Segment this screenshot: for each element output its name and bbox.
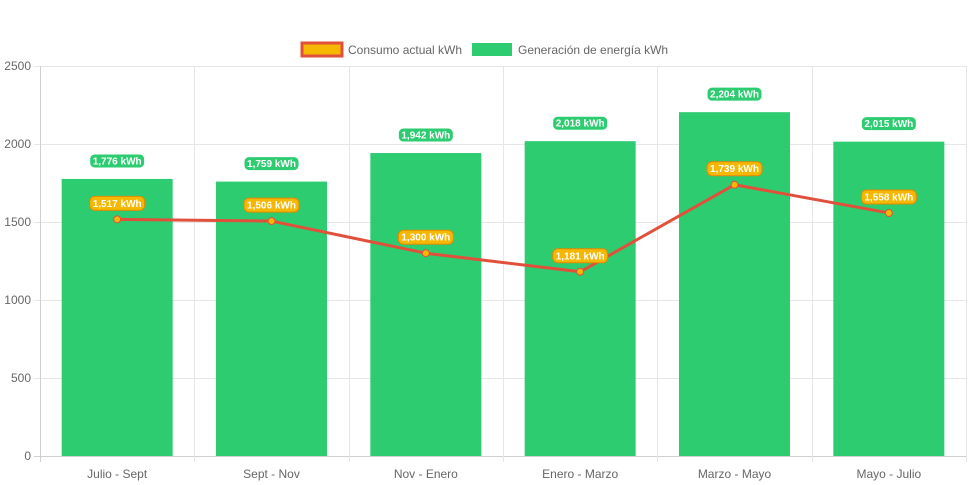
line-point <box>113 215 122 224</box>
y-tick-label: 2500 <box>4 59 31 73</box>
line-data-label: 1,300 kWh <box>401 233 450 244</box>
x-tick-label: Mayo - Julio <box>856 467 921 481</box>
legend-label-consumo[interactable]: Consumo actual kWh <box>348 43 462 57</box>
line-data-label-bg <box>89 195 146 211</box>
line-point <box>421 249 430 258</box>
x-tick-label: Nov - Enero <box>394 467 458 481</box>
bar <box>833 141 945 456</box>
bar-series <box>61 112 945 457</box>
bar <box>61 178 173 456</box>
bar-data-label-bg <box>397 127 454 143</box>
line-series <box>113 180 893 276</box>
bar-data-label: 1,942 kWh <box>401 131 450 142</box>
legend-label-generacion[interactable]: Generación de energía kWh <box>518 43 668 57</box>
x-tick-label: Sept - Nov <box>243 467 300 481</box>
bar-data-label: 1,759 kWh <box>247 159 296 170</box>
line-data-label-bg <box>397 229 454 245</box>
bar-data-label-bg <box>860 116 917 132</box>
bar-data-label: 2,018 kWh <box>556 119 605 130</box>
line-point <box>884 208 893 217</box>
bar-data-label-bg <box>706 86 763 102</box>
line-data-label-bg <box>243 197 300 213</box>
x-tick-label: Enero - Marzo <box>542 467 618 481</box>
bar-data-labels: 1,776 kWh 1,759 kWh 1,942 kWh 2,018 kWh 2,20… <box>89 86 917 172</box>
bar-data-label-bg <box>552 115 609 131</box>
bar-data-label-bg <box>89 153 146 169</box>
line-data-label: 1,739 kWh <box>710 164 759 175</box>
line-data-label: 1,517 kWh <box>93 199 142 210</box>
bar-data-label: 2,204 kWh <box>710 90 759 101</box>
line-data-label: 1,181 kWh <box>556 251 605 262</box>
y-tick-label: 0 <box>24 449 31 463</box>
grid-lines <box>34 66 967 462</box>
bar-data-label: 1,776 kWh <box>93 156 142 167</box>
line-data-label-bg <box>706 161 763 177</box>
line-data-label: 1,506 kWh <box>247 201 296 212</box>
bar <box>370 153 482 456</box>
line-data-labels: 1,517 kWh 1,506 kWh 1,300 kWh 1,181 kWh 1,73… <box>89 161 917 264</box>
y-tick-label: 500 <box>11 371 31 385</box>
line-point <box>267 217 276 226</box>
y-tick-label: 1500 <box>4 215 31 229</box>
x-axis: Julio - Sept Sept - Nov Nov - Enero Enero -… <box>87 467 921 481</box>
y-tick-label: 2000 <box>4 137 31 151</box>
line-point <box>730 180 739 189</box>
x-tick-label: Marzo - Mayo <box>698 467 772 481</box>
bar-data-label-bg <box>243 156 300 172</box>
line-data-label-bg <box>860 189 917 205</box>
legend-swatch-generacion[interactable] <box>472 43 512 56</box>
series-line <box>117 183 890 274</box>
line-data-label-bg <box>552 248 609 264</box>
bar <box>524 141 636 456</box>
legend-swatch-consumo[interactable] <box>300 41 344 58</box>
x-tick-label: Julio - Sept <box>87 467 148 481</box>
legend: Consumo actual kWh Generación de energía… <box>300 41 668 58</box>
y-tick-label: 1000 <box>4 293 31 307</box>
bar-data-label: 2,015 kWh <box>864 119 913 130</box>
y-axis: 0 500 1000 1500 2000 2500 <box>4 59 31 463</box>
line-data-label: 1,558 kWh <box>864 192 913 203</box>
line-point <box>576 267 585 276</box>
